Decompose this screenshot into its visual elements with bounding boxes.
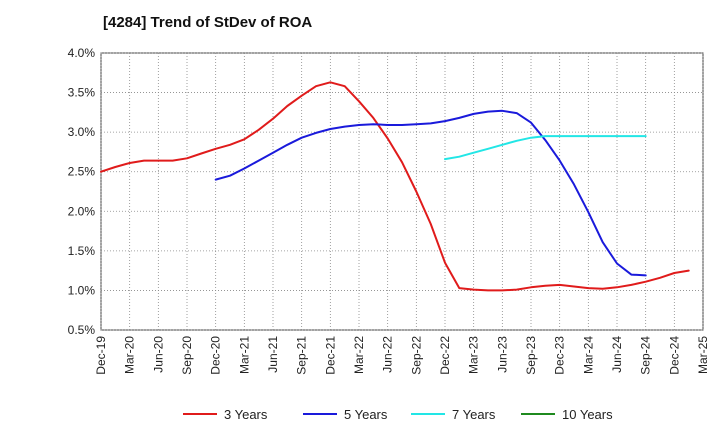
x-tick-label: Jun-21 [266,336,280,373]
x-tick-label: Dec-24 [667,336,681,375]
x-tick-label: Sep-21 [295,336,309,375]
legend-label: 5 Years [344,407,388,422]
y-axis: 0.5% 1.0% 1.5% 2.0% 2.5% 3.0% 3.5% 4.0% [68,46,96,337]
legend-label: 3 Years [224,407,268,422]
y-tick-label: 2.0% [68,204,96,218]
series-line-5-years [214,109,647,277]
y-tick-label: 1.0% [68,283,96,297]
x-tick-label: Jun-20 [151,336,165,373]
x-tick-label: Mar-25 [696,336,710,374]
y-tick-label: 3.5% [68,86,96,100]
series-line-3-years [100,81,690,292]
x-tick-label: Dec-23 [553,336,567,375]
chart-title: [4284] Trend of StDev of ROA [103,14,313,31]
x-tick-label: Dec-21 [323,336,337,375]
x-tick-label: Mar-23 [467,336,481,374]
x-tick-label: Jun-22 [381,336,395,373]
x-tick-label: Mar-24 [581,336,595,374]
y-tick-label: 1.5% [68,244,96,258]
y-tick-label: 0.5% [68,323,96,337]
x-tick-label: Sep-20 [180,336,194,375]
grid-lines [100,52,704,331]
y-tick-label: 2.5% [68,165,96,179]
x-tick-label: Dec-19 [94,336,108,375]
legend-label: 7 Years [452,407,496,422]
x-tick-label: Mar-22 [352,336,366,374]
x-tick-label: Mar-21 [237,336,251,374]
series-lines [100,81,690,292]
x-tick-label: Jun-24 [610,336,624,373]
x-tick-label: Sep-22 [409,336,423,375]
y-tick-label: 3.0% [68,125,96,139]
x-tick-label: Mar-20 [123,336,137,374]
x-tick-label: Dec-22 [438,336,452,375]
x-tick-label: Sep-23 [524,336,538,375]
x-tick-label: Dec-20 [209,336,223,375]
x-axis: Dec-19 Mar-20 Jun-20 Sep-20 Dec-20 Mar-21 Jun-… [94,336,710,375]
series-line-7-years [444,135,647,161]
legend-label: 10 Years [562,407,613,422]
y-tick-label: 4.0% [68,46,96,60]
x-tick-label: Sep-24 [639,336,653,375]
legend: 3 Years 5 Years 7 Years 10 Years [183,407,613,422]
x-tick-label: Jun-23 [495,336,509,373]
